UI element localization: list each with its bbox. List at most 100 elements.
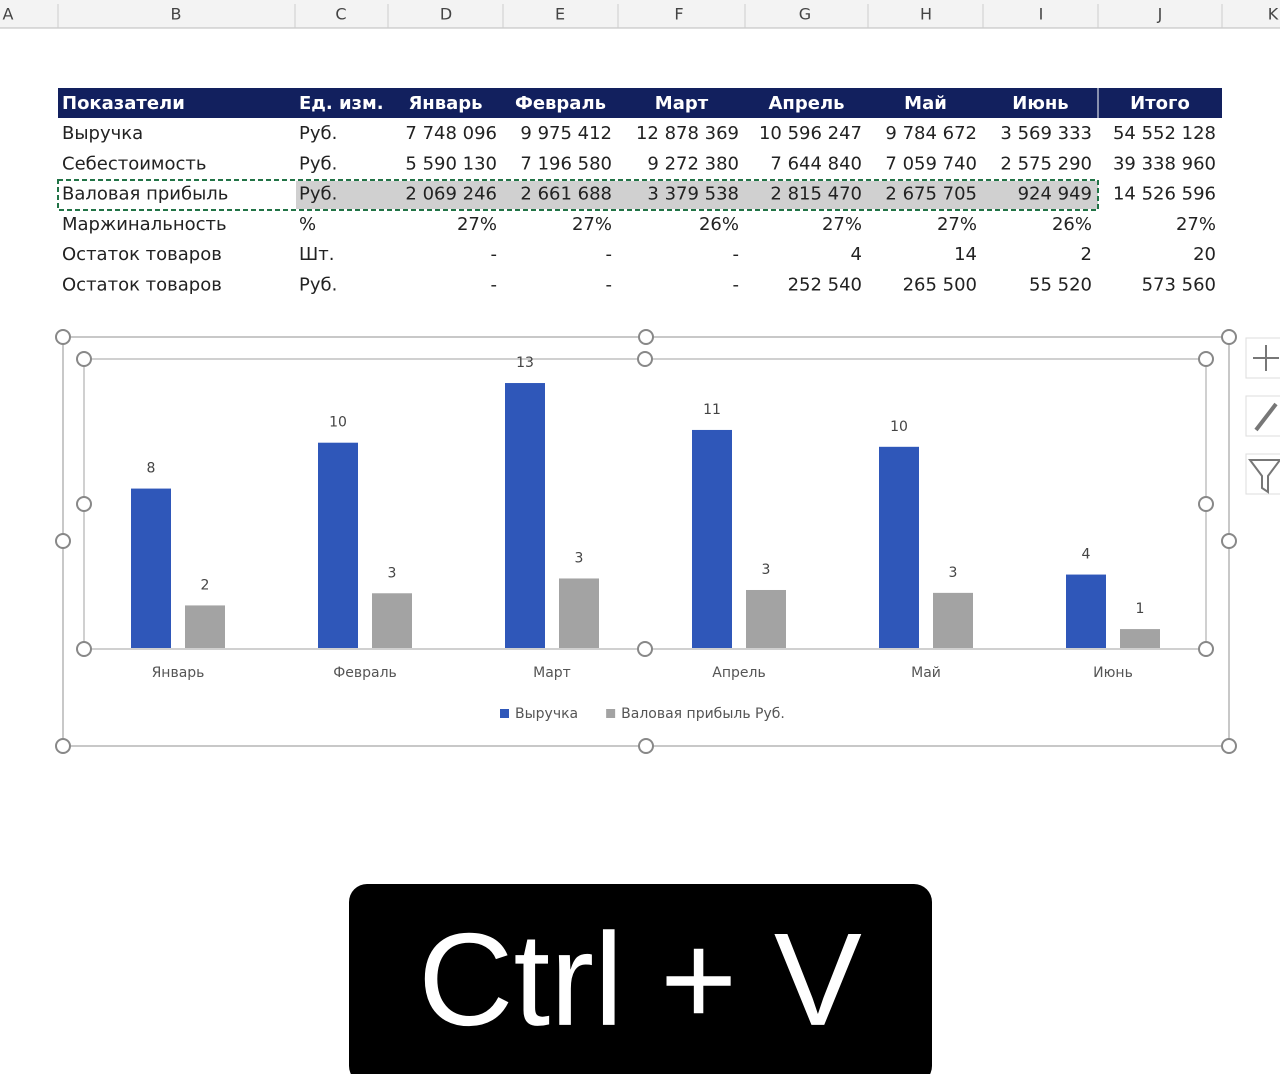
table-cell[interactable]: 573 560 (1142, 275, 1216, 296)
table-cell[interactable]: 9 975 412 (520, 123, 612, 144)
bar[interactable] (505, 383, 545, 648)
table-cell[interactable]: 27% (937, 214, 977, 235)
resize-handle[interactable] (1221, 533, 1237, 549)
chart-frame[interactable] (62, 336, 1230, 747)
table-cell[interactable]: Руб. (299, 153, 337, 174)
table-cell[interactable]: 7 059 740 (885, 153, 977, 174)
table-cell[interactable]: 2 675 705 (885, 184, 977, 205)
table-cell[interactable]: 27% (822, 214, 862, 235)
table-cell[interactable]: 12 878 369 (636, 123, 739, 144)
bar[interactable] (372, 593, 412, 648)
table-cell[interactable]: 3 379 538 (647, 184, 739, 205)
column-letter[interactable]: F (674, 5, 683, 24)
resize-handle[interactable] (1198, 496, 1214, 512)
resize-handle[interactable] (1198, 641, 1214, 657)
bar[interactable] (1120, 629, 1160, 648)
table-cell[interactable]: 9 272 380 (647, 153, 739, 174)
table-cell[interactable]: 2 069 246 (405, 184, 497, 205)
resize-handle[interactable] (76, 641, 92, 657)
resize-handle[interactable] (637, 351, 653, 367)
bar[interactable] (746, 589, 786, 648)
table-cell[interactable]: - (491, 275, 498, 296)
table-cell[interactable]: 924 949 (1018, 184, 1092, 205)
table-cell[interactable]: Руб. (299, 123, 337, 144)
column-letter[interactable]: E (555, 5, 565, 24)
resize-handle[interactable] (55, 329, 71, 345)
style-button[interactable] (1245, 395, 1280, 437)
legend-label[interactable]: Валовая прибыль Руб. (621, 706, 785, 722)
table-cell[interactable]: 27% (457, 214, 497, 235)
bar[interactable] (879, 446, 919, 648)
table-cell[interactable]: - (606, 244, 613, 265)
table-cell[interactable]: 4 (851, 244, 862, 265)
table-cell[interactable]: Валовая прибыль (62, 184, 228, 205)
column-letter[interactable]: H (920, 5, 932, 24)
caption-box (349, 884, 932, 1074)
column-letter[interactable]: A (3, 5, 14, 24)
resize-handle[interactable] (55, 533, 71, 549)
table-cell[interactable]: - (491, 244, 498, 265)
table-cell[interactable]: 27% (1176, 214, 1216, 235)
table-cell[interactable]: 7 196 580 (520, 153, 612, 174)
table-cell[interactable]: 14 526 596 (1113, 184, 1216, 205)
column-letter[interactable]: G (799, 5, 811, 24)
bar[interactable] (131, 488, 171, 648)
table-cell[interactable]: Себестоимость (62, 153, 207, 174)
table-cell[interactable]: Остаток товаров (62, 244, 222, 265)
table-cell[interactable]: 20 (1193, 244, 1216, 265)
table-cell[interactable]: 10 596 247 (759, 123, 862, 144)
table-cell[interactable]: Маржинальность (62, 214, 227, 235)
table-cell[interactable]: 265 500 (903, 275, 977, 296)
bar[interactable] (559, 578, 599, 648)
resize-handle[interactable] (1198, 351, 1214, 367)
table-cell[interactable]: 26% (699, 214, 739, 235)
bar[interactable] (692, 429, 732, 648)
column-letter[interactable]: I (1039, 5, 1044, 24)
table-cell[interactable]: Шт. (299, 244, 334, 265)
resize-handle[interactable] (55, 738, 71, 754)
table-cell[interactable]: % (299, 214, 316, 235)
table-cell[interactable]: 26% (1052, 214, 1092, 235)
table-cell[interactable]: - (733, 275, 740, 296)
legend-label[interactable]: Выручка (515, 706, 578, 722)
table-cell[interactable]: Руб. (299, 275, 337, 296)
resize-handle[interactable] (1221, 738, 1237, 754)
resize-handle[interactable] (76, 496, 92, 512)
resize-handle[interactable] (638, 738, 654, 754)
column-letter[interactable]: B (171, 5, 182, 24)
table-cell[interactable]: 3 569 333 (1000, 123, 1092, 144)
column-letter[interactable]: C (335, 5, 346, 24)
table-cell[interactable]: 9 784 672 (885, 123, 977, 144)
table-cell[interactable]: - (606, 275, 613, 296)
table-cell[interactable]: 54 552 128 (1113, 123, 1216, 144)
table-cell[interactable]: 27% (572, 214, 612, 235)
resize-handle[interactable] (1221, 329, 1237, 345)
data-label: 3 (762, 562, 771, 578)
column-letter[interactable]: K (1268, 5, 1279, 24)
table-cell[interactable]: Остаток товаров (62, 275, 222, 296)
bar[interactable] (1066, 574, 1106, 648)
table-cell[interactable]: - (733, 244, 740, 265)
bar[interactable] (185, 605, 225, 648)
table-cell[interactable]: 39 338 960 (1113, 153, 1216, 174)
table-cell[interactable]: 2 661 688 (520, 184, 612, 205)
bar[interactable] (933, 592, 973, 648)
table-cell[interactable]: 7 748 096 (405, 123, 497, 144)
bar[interactable] (318, 442, 358, 648)
table-cell[interactable]: 14 (954, 244, 977, 265)
column-letter[interactable]: D (440, 5, 452, 24)
x-tick-label: Май (911, 665, 941, 681)
table-cell[interactable]: Выручка (62, 123, 143, 144)
table-cell[interactable]: 7 644 840 (770, 153, 862, 174)
table-cell[interactable]: 55 520 (1029, 275, 1092, 296)
table-cell[interactable]: 2 575 290 (1000, 153, 1092, 174)
resize-handle[interactable] (638, 329, 654, 345)
resize-handle[interactable] (76, 351, 92, 367)
table-cell[interactable]: Руб. (299, 184, 337, 205)
resize-handle[interactable] (637, 641, 653, 657)
table-cell[interactable]: 5 590 130 (405, 153, 497, 174)
column-letter[interactable]: J (1157, 5, 1163, 24)
table-cell[interactable]: 252 540 (788, 275, 862, 296)
table-cell[interactable]: 2 815 470 (770, 184, 862, 205)
table-cell[interactable]: 2 (1081, 244, 1092, 265)
